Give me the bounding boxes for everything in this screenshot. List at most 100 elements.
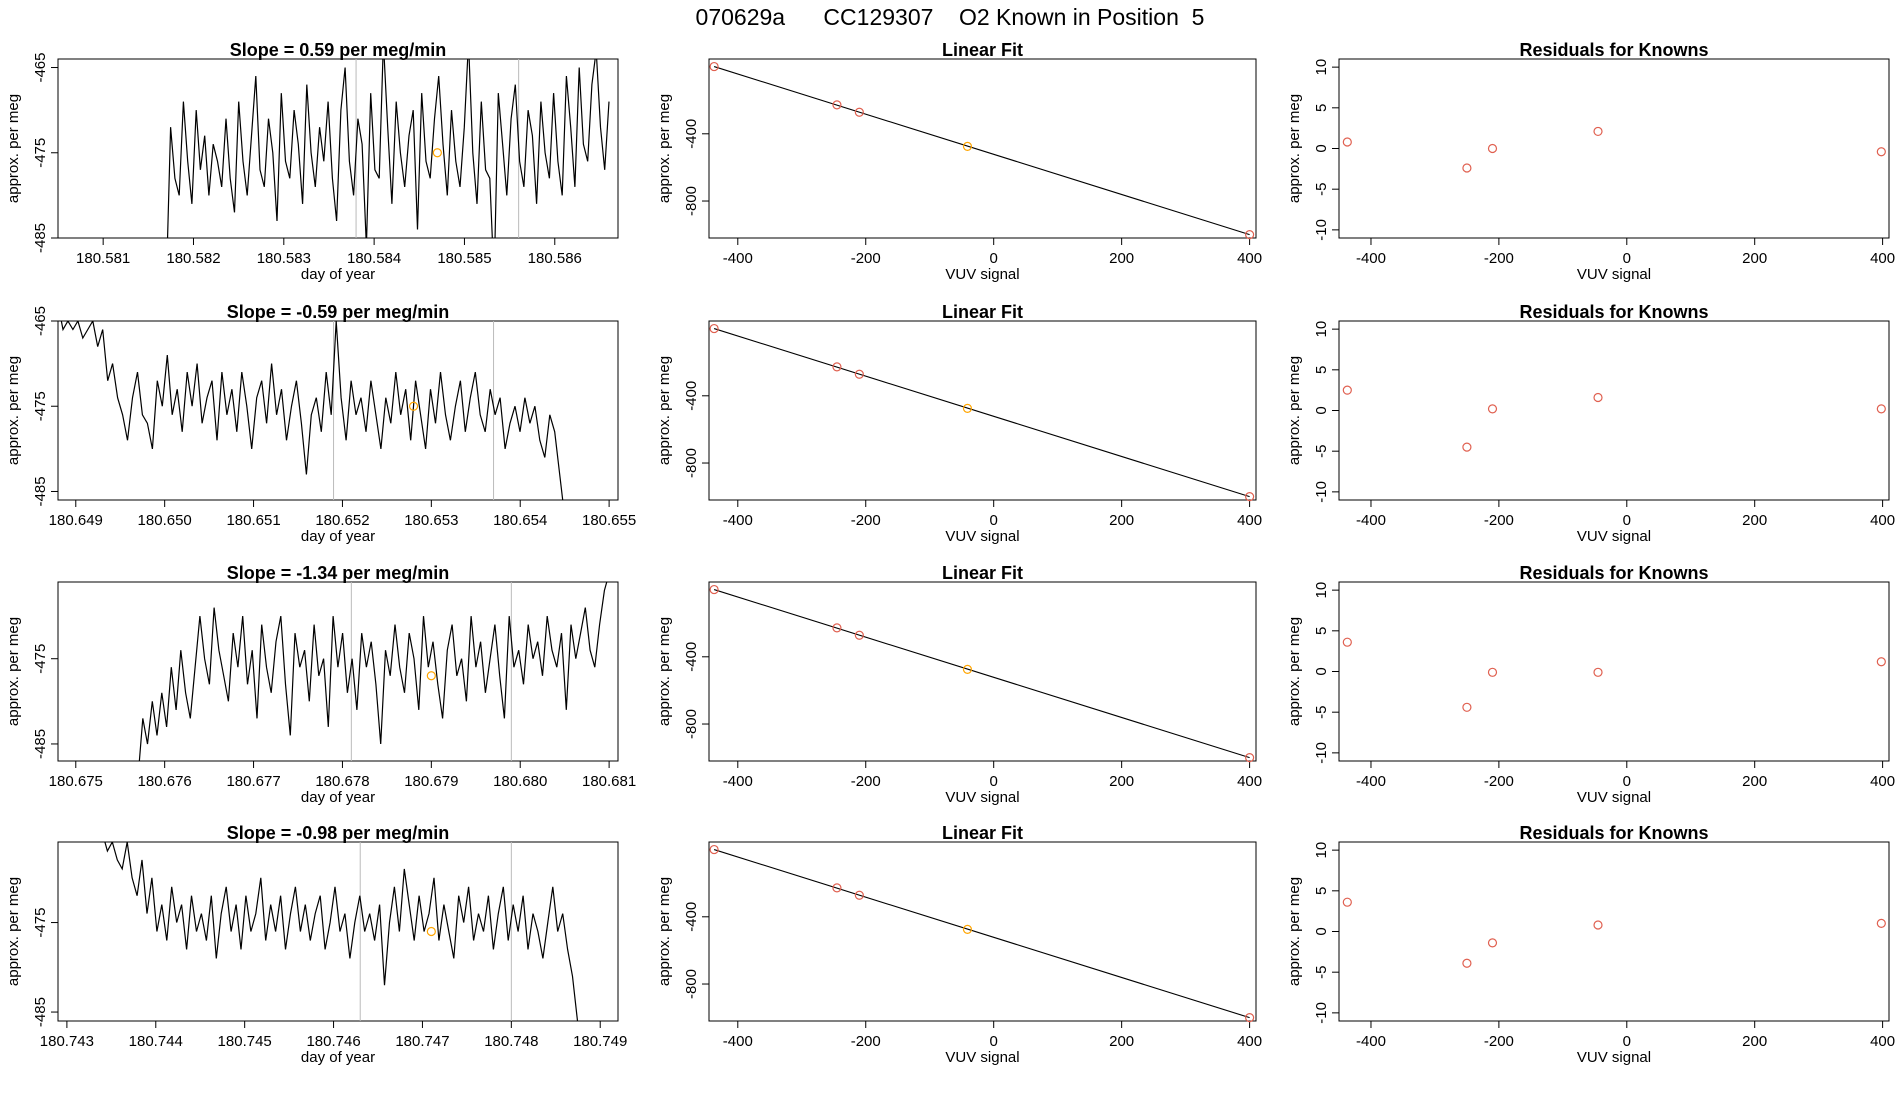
row1-residuals-point	[1462, 163, 1472, 173]
row1-linearfit-point	[854, 107, 864, 117]
row3-residuals-xtick-label: -400	[1356, 773, 1386, 790]
row2-residuals-ytick-label: 5	[1313, 366, 1330, 374]
row1-residuals-point	[1342, 137, 1352, 147]
row1-linearfit-frame	[708, 58, 1257, 239]
row1-residuals-ytick-label: 0	[1313, 144, 1330, 152]
row4-timeseries-ylabel: approx. per meg	[5, 877, 22, 986]
row2-timeseries-title: Slope = -0.59 per meg/min	[227, 302, 450, 322]
row3-linearfit-xtick-label: 400	[1237, 773, 1262, 790]
row2-timeseries-trace	[60, 321, 564, 500]
row3-linearfit-ytick-label: -800	[683, 709, 700, 739]
row2-linearfit-point	[709, 323, 719, 334]
row2-timeseries-xtick-label: 180.649	[49, 512, 103, 529]
row2-timeseries-frame	[57, 320, 619, 501]
row1-linearfit-ytick-label: -800	[683, 186, 700, 216]
row2-residuals-frame	[1338, 320, 1890, 501]
row4-linearfit-highlight-point	[962, 924, 973, 934]
row4-timeseries-xtick-label: 180.743	[40, 1033, 94, 1050]
row2-timeseries-xlabel: day of year	[301, 528, 375, 545]
row3-linearfit-point	[854, 630, 864, 640]
row3-residuals-frame	[1338, 581, 1890, 762]
row4-residuals-xtick-label: 0	[1623, 1033, 1631, 1050]
row3-timeseries-trace	[138, 582, 608, 761]
row1-timeseries-xtick-label: 180.586	[528, 250, 582, 267]
row4-timeseries-xtick-label: 180.744	[129, 1033, 183, 1050]
row4-timeseries-trace	[104, 842, 579, 1021]
row3-residuals-point	[1487, 667, 1498, 677]
row2-linearfit-fit-line	[713, 328, 1250, 498]
row2-timeseries-xtick-label: 180.654	[493, 512, 547, 529]
row1-residuals-ylabel: approx. per meg	[1286, 94, 1303, 203]
row1-residuals-point	[1593, 126, 1603, 137]
row4-linearfit-point	[832, 883, 842, 893]
row2-residuals-point	[1487, 404, 1498, 414]
row1-timeseries-ytick-label: -485	[32, 223, 49, 253]
row4-linearfit-point	[1245, 1013, 1255, 1023]
figure-title: 070629a CC129307 O2 Known in Position 5	[695, 4, 1205, 30]
row3-timeseries-xtick-label: 180.677	[226, 773, 280, 790]
row1-residuals-point	[1876, 147, 1886, 157]
row2-timeseries-xtick-label: 180.651	[226, 512, 280, 529]
row1-timeseries-xtick-label: 180.585	[437, 250, 491, 267]
row2-residuals-ytick-label: 0	[1313, 406, 1330, 414]
row1-linearfit-point	[1245, 230, 1255, 240]
row4-linearfit-xlabel: VUV signal	[945, 1049, 1019, 1066]
row1-residuals-xtick-label: 200	[1742, 250, 1767, 267]
row4-timeseries-title: Slope = -0.98 per meg/min	[227, 823, 450, 843]
row1-residuals-point	[1487, 143, 1498, 154]
row3-residuals-point	[1342, 637, 1352, 647]
row3-linearfit-xtick-label: 0	[990, 773, 998, 790]
row4-timeseries-xtick-label: 180.748	[484, 1033, 538, 1050]
row3-timeseries-title: Slope = -1.34 per meg/min	[227, 563, 450, 583]
row4-timeseries-xlabel: day of year	[301, 1049, 375, 1066]
row2-linearfit-xtick-label: 400	[1237, 512, 1262, 529]
row2-linearfit-point	[1245, 492, 1255, 502]
row3-timeseries-frame	[57, 581, 619, 762]
row3-timeseries-xtick-label: 180.680	[493, 773, 547, 790]
row3-linearfit-xtick-label: -200	[851, 773, 881, 790]
row2-timeseries-xtick-label: 180.655	[582, 512, 636, 529]
row4-residuals-point	[1487, 938, 1498, 948]
row1-residuals-xtick-label: -200	[1484, 250, 1514, 267]
row4-linearfit-point	[854, 890, 864, 900]
row1-linearfit-point	[709, 61, 719, 72]
row3-linearfit-point	[709, 584, 719, 595]
row4-linearfit-ytick-label: -400	[683, 902, 700, 932]
row2-residuals-xlabel: VUV signal	[1577, 528, 1651, 545]
row4-linearfit-xtick-label: -400	[723, 1033, 753, 1050]
row3-timeseries-xlabel: day of year	[301, 789, 375, 806]
row3-linearfit-ylabel: approx. per meg	[656, 617, 673, 726]
row4-residuals-ytick-label: 0	[1313, 927, 1330, 935]
row1-residuals-xtick-label: 0	[1623, 250, 1631, 267]
row4-linearfit-ylabel: approx. per meg	[656, 877, 673, 986]
row3-timeseries-xtick-label: 180.681	[582, 773, 636, 790]
row3-residuals-ytick-label: -5	[1313, 706, 1330, 719]
row4-residuals-ytick-label: -10	[1313, 1002, 1330, 1024]
row3-residuals-ytick-label: 5	[1313, 627, 1330, 635]
row2-timeseries-ylabel: approx. per meg	[5, 356, 22, 465]
row1-timeseries-xtick-label: 180.584	[347, 250, 401, 267]
row3-timeseries-ylabel: approx. per meg	[5, 617, 22, 726]
row4-residuals-xtick-label: -200	[1484, 1033, 1514, 1050]
row2-linearfit-title: Linear Fit	[942, 302, 1023, 322]
row4-timeseries-highlight-point	[426, 926, 436, 937]
row2-residuals-point	[1342, 385, 1352, 395]
row2-residuals-ytick-label: 10	[1313, 321, 1330, 338]
row1-linearfit-xtick-label: 400	[1237, 250, 1262, 267]
row2-linearfit-xtick-label: -200	[851, 512, 881, 529]
row1-residuals-ytick-label: 10	[1313, 59, 1330, 76]
row2-linearfit-xtick-label: 0	[990, 512, 998, 529]
row4-timeseries-xtick-label: 180.745	[218, 1033, 272, 1050]
row3-linearfit-point	[832, 623, 842, 633]
row4-residuals-ylabel: approx. per meg	[1286, 877, 1303, 986]
row4-residuals-ytick-label: 10	[1313, 842, 1330, 859]
row1-timeseries-highlight-point	[432, 148, 442, 158]
row1-timeseries-trace	[166, 59, 610, 238]
row2-linearfit-ytick-label: -800	[683, 448, 700, 478]
row1-linearfit-fit-line	[713, 66, 1250, 236]
row2-linearfit-xlabel: VUV signal	[945, 528, 1019, 545]
row3-linearfit-fit-line	[713, 589, 1250, 759]
row1-linearfit-ylabel: approx. per meg	[656, 94, 673, 203]
row3-linearfit-highlight-point	[962, 664, 973, 674]
row4-residuals-point	[1462, 958, 1472, 968]
